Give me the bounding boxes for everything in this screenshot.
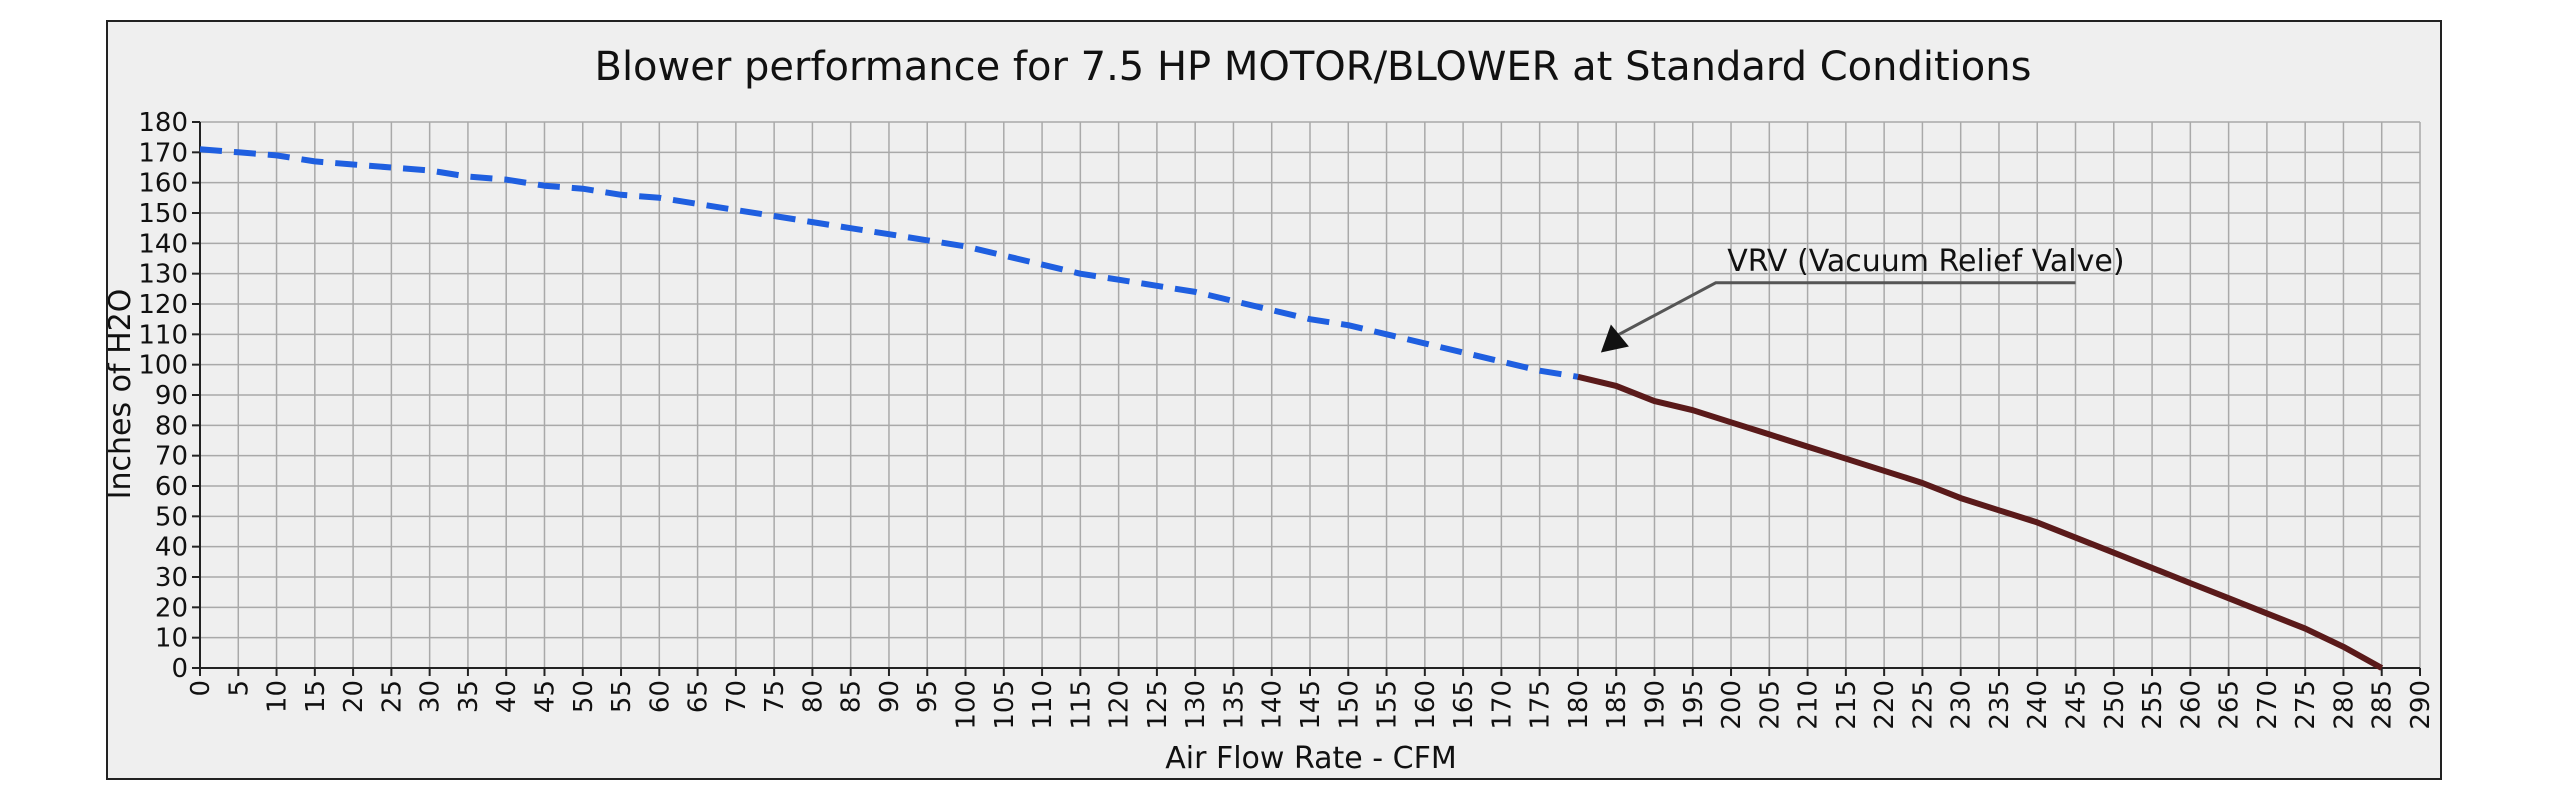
x-tick-label: 140 — [1258, 680, 1288, 730]
dashed-series-line — [199, 146, 1579, 380]
solid-series-line — [1577, 373, 2384, 671]
annotation-layer: VRV (Vacuum Relief Valve) — [1600, 244, 2125, 353]
x-tick-label: 170 — [1487, 680, 1517, 730]
x-tick-label: 280 — [2329, 680, 2359, 730]
x-tick-label: 5 — [224, 680, 254, 697]
y-axis-title: Inches of H2O — [108, 289, 138, 500]
x-tick-label: 185 — [1602, 680, 1632, 730]
x-tick-label: 55 — [607, 680, 637, 713]
axes-layer — [192, 121, 2421, 676]
x-tick-label: 85 — [837, 680, 867, 713]
x-axis-title: Air Flow Rate - CFM — [1165, 741, 1457, 776]
x-tick-label: 240 — [2023, 680, 2053, 730]
y-tick-label: 170 — [138, 138, 188, 168]
annotation-label: VRV (Vacuum Relief Valve) — [1727, 244, 2124, 279]
x-tick-label: 40 — [492, 680, 522, 713]
y-tick-label: 10 — [155, 624, 188, 654]
y-tick-label: 80 — [155, 411, 188, 441]
x-tick-label: 245 — [2062, 680, 2092, 730]
x-tick-label: 30 — [416, 680, 446, 713]
x-tick-label: 155 — [1373, 680, 1403, 730]
y-tick-label: 150 — [138, 199, 188, 229]
x-tick-label: 230 — [1947, 680, 1977, 730]
x-tick-label: 250 — [2100, 680, 2130, 730]
x-tick-label: 35 — [454, 680, 484, 713]
y-tick-label: 60 — [155, 472, 188, 502]
y-tick-label: 120 — [138, 290, 188, 320]
x-tick-label: 125 — [1143, 680, 1173, 730]
x-tick-label: 285 — [2368, 680, 2398, 730]
x-tick-label: 225 — [1908, 680, 1938, 730]
x-tick-label: 160 — [1411, 680, 1441, 730]
y-tick-label: 180 — [138, 108, 188, 138]
y-tick-label: 90 — [155, 381, 188, 411]
x-tick-label: 70 — [722, 680, 752, 713]
x-tick-label: 210 — [1794, 680, 1824, 730]
x-tick-label: 275 — [2291, 680, 2321, 730]
x-tick-label: 120 — [1105, 680, 1135, 730]
y-tick-label: 100 — [138, 351, 188, 381]
chart-title: Blower performance for 7.5 HP MOTOR/BLOW… — [595, 44, 2032, 90]
x-tick-label: 265 — [2215, 680, 2245, 730]
y-tick-label: 160 — [138, 169, 188, 199]
x-tick-label: 105 — [990, 680, 1020, 730]
chart-frame: 0 5 10 15 20 25 30 35 40 45 50 55 60 65 70 75 80 85 90 95 10… — [106, 20, 2442, 780]
grid-layer — [199, 121, 2421, 669]
y-tick-label: 130 — [138, 260, 188, 290]
x-tick-label: 115 — [1066, 680, 1096, 730]
x-tick-label: 290 — [2406, 680, 2436, 730]
x-tick-label: 135 — [1219, 680, 1249, 730]
x-tick-label: 145 — [1296, 680, 1326, 730]
blower-performance-chart: 0 5 10 15 20 25 30 35 40 45 50 55 60 65 70 75 80 85 90 95 10… — [108, 44, 2436, 776]
x-tick-label: 60 — [645, 680, 675, 713]
y-tick-label: 140 — [138, 229, 188, 259]
x-tick-label: 15 — [301, 680, 331, 713]
y-tick-label: 110 — [138, 320, 188, 350]
x-tick-label: 90 — [875, 680, 905, 713]
x-tick-label: 100 — [952, 680, 982, 730]
x-tick-label: 75 — [760, 680, 790, 713]
x-tick-label: 25 — [377, 680, 407, 713]
x-tick-label: 65 — [684, 680, 714, 713]
annotation-arrowhead — [1600, 324, 1629, 353]
annotation-leader-line — [1614, 281, 2076, 338]
x-tick-label: 260 — [2176, 680, 2206, 730]
x-tick-label: 50 — [569, 680, 599, 713]
x-tick-label: 205 — [1755, 680, 1785, 730]
x-tick-label: 150 — [1334, 680, 1364, 730]
y-tick-labels: 0102030405060708090100110120130140150160… — [138, 108, 188, 684]
x-tick-label: 10 — [263, 680, 293, 713]
x-tick-label: 45 — [530, 680, 560, 713]
x-tick-label: 180 — [1564, 680, 1594, 730]
y-tick-label: 0 — [171, 654, 188, 684]
x-tick-label: 215 — [1832, 680, 1862, 730]
x-tick-label: 80 — [798, 680, 828, 713]
x-tick-label: 0 — [186, 680, 216, 697]
x-tick-label: 130 — [1181, 680, 1211, 730]
x-tick-label: 95 — [913, 680, 943, 713]
y-tick-label: 50 — [155, 502, 188, 532]
series-layer — [199, 146, 2384, 671]
y-tick-label: 70 — [155, 442, 188, 472]
x-tick-label: 110 — [1028, 680, 1058, 730]
x-tick-label: 235 — [1985, 680, 2015, 730]
x-tick-label: 165 — [1449, 680, 1479, 730]
x-tick-label: 270 — [2253, 680, 2283, 730]
x-tick-label: 20 — [339, 680, 369, 713]
x-tick-label: 220 — [1870, 680, 1900, 730]
y-tick-label: 30 — [155, 563, 188, 593]
x-tick-labels: 0 5 10 15 20 25 30 35 40 45 50 55 60 65 70 75 80 85 90 95 10… — [186, 680, 2436, 730]
y-tick-label: 20 — [155, 593, 188, 623]
x-tick-label: 175 — [1526, 680, 1556, 730]
x-tick-label: 255 — [2138, 680, 2168, 730]
y-tick-label: 40 — [155, 533, 188, 563]
x-tick-label: 190 — [1640, 680, 1670, 730]
x-tick-label: 200 — [1717, 680, 1747, 730]
x-tick-label: 195 — [1679, 680, 1709, 730]
